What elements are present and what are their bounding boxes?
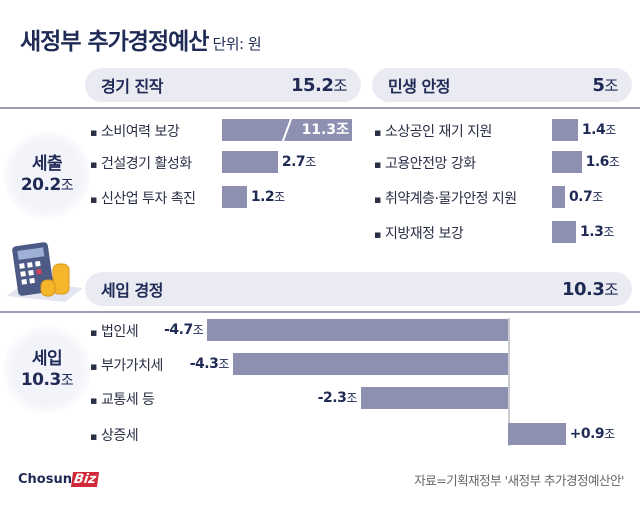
bar [360,387,508,409]
bar [508,423,566,445]
item-label: 상증세 [90,425,139,445]
bar [222,151,278,173]
group-total: 15.2조 [291,75,347,96]
bar [552,119,578,141]
item-label: 신산업 투자 촉진 [90,188,196,208]
value-label: -4.7조 [164,322,204,338]
divider [0,107,640,109]
bar [232,353,508,375]
group-total: 5조 [592,75,618,96]
value-label: 0.7조 [568,189,603,205]
value-label: +0.9조 [569,426,616,442]
bar [552,186,565,208]
spending-total: 세출 20.2조 [3,131,91,219]
zero-axis [508,318,510,446]
item-label: 교통세 등 [90,389,155,409]
bar [207,319,508,341]
divider [0,311,640,313]
group-total: 10.3조 [562,279,618,300]
value-label: -2.3조 [317,390,358,406]
value-label: 1.4조 [581,122,616,138]
page-title: 새정부 추가경정예산 단위: 원 [20,22,262,56]
bar [552,221,577,243]
group-name: 세입 경정 [101,281,163,300]
bar [222,186,247,208]
item-label: 소상공인 재기 지원 [374,121,492,141]
item-label: 고용안전망 강화 [374,153,476,173]
item-label: 건설경기 활성화 [90,153,192,173]
group-name: 경기 진작 [101,77,163,96]
chosunbiz-logo: ChosunBiz [18,472,99,487]
group-header-livelihood: 민생 안정 5조 [372,68,632,102]
item-label: 법인세 [90,321,139,341]
item-label: 소비여력 보강 [90,121,180,141]
group-header-revenue: 세입 경정 10.3조 [85,272,632,306]
item-label: 취약계층·물가안정 지원 [374,188,517,208]
value-label: 1.6조 [585,154,620,170]
group-name: 민생 안정 [388,77,450,96]
source-note: 자료=기획재정부 '새정부 추가경정예산안' [414,473,624,488]
value-label: -4.3조 [189,356,230,372]
title-text: 새정부 추가경정예산 [20,29,209,55]
item-label: 부가가치세 [90,355,163,375]
value-label: 1.2조 [250,189,285,205]
bar [222,119,290,141]
calculator-coins-icon [7,242,83,302]
bar: 11.3조 [284,119,352,141]
unit-label: 단위: 원 [212,35,262,53]
value-label: 1.3조 [580,224,614,240]
item-label: 지방재정 보강 [374,223,464,243]
bar [552,151,582,173]
revenue-total: 세입 10.3조 [3,326,91,414]
group-header-stimulus: 경기 진작 15.2조 [85,68,361,102]
value-label: 2.7조 [281,154,316,170]
